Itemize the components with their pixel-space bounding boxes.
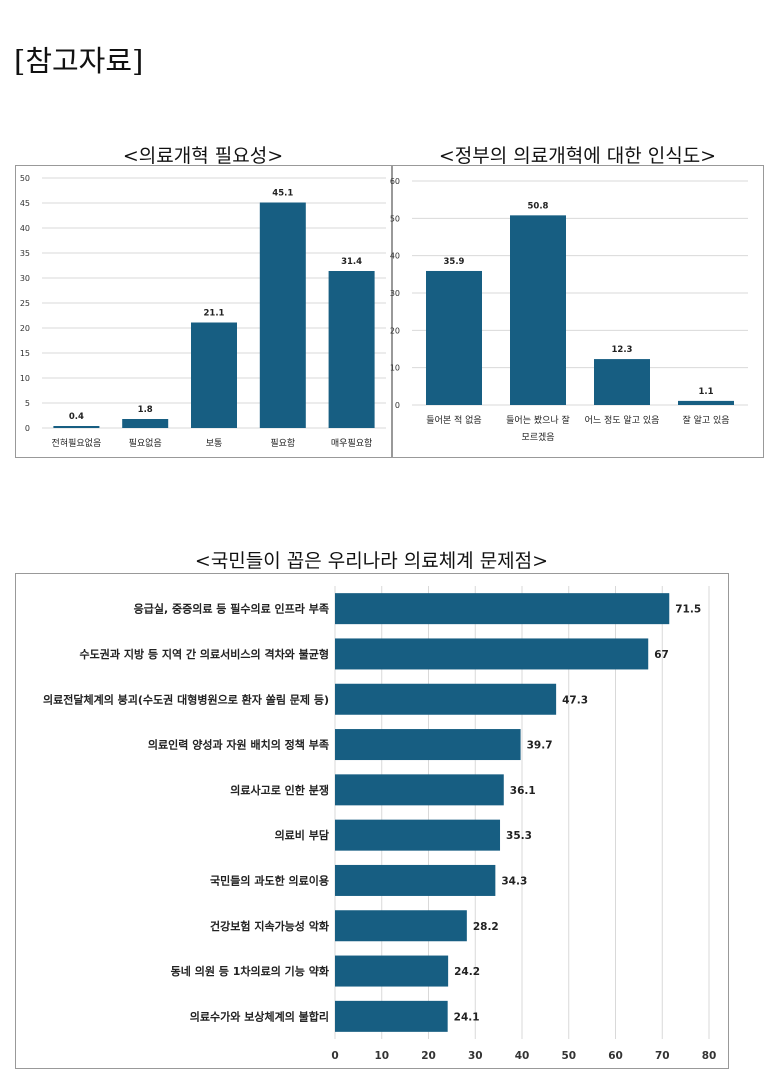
data-label: 71.5 <box>675 604 701 616</box>
data-label: 67 <box>654 649 669 661</box>
x-category-label: 전혀필요없음 <box>52 437 102 449</box>
x-category-label: 어느 정도 알고 있음 <box>585 414 660 426</box>
y-tick-label: 15 <box>20 349 30 358</box>
bar <box>335 1000 448 1032</box>
y-tick-label: 50 <box>390 214 400 223</box>
y-tick-label: 10 <box>390 364 400 373</box>
x-category-label: 매우필요함 <box>331 437 372 449</box>
y-category-label: 국민들의 과도한 의료이용 <box>210 873 329 887</box>
bar <box>335 729 521 761</box>
bar <box>594 359 650 405</box>
y-tick-label: 0 <box>25 424 30 433</box>
data-label: 39.7 <box>527 740 553 752</box>
bar <box>335 683 557 715</box>
data-label: 50.8 <box>528 201 549 211</box>
data-label: 24.1 <box>454 1011 480 1023</box>
y-tick-label: 10 <box>20 374 30 383</box>
y-tick-label: 30 <box>390 289 400 298</box>
data-label: 24.2 <box>454 966 480 978</box>
x-tick-label: 10 <box>374 1050 389 1062</box>
y-tick-label: 35 <box>20 249 30 258</box>
x-category-label: 들어는 봤으나 잘 <box>506 414 570 426</box>
chart3-frame <box>15 573 729 1069</box>
data-label: 28.2 <box>473 921 499 933</box>
bar <box>328 271 375 428</box>
y-tick-label: 0 <box>395 401 400 410</box>
y-category-label: 의료사고로 인한 분쟁 <box>230 783 329 797</box>
y-category-label: 동네 의원 등 1차의료의 기능 약화 <box>171 964 329 978</box>
x-category-label: 들어본 적 없음 <box>426 414 481 426</box>
y-category-label: 건강보험 지속가능성 악화 <box>210 919 329 933</box>
x-category-label: 잘 알고 있음 <box>682 414 729 426</box>
y-tick-label: 25 <box>20 299 30 308</box>
data-label: 45.1 <box>272 189 293 199</box>
bar <box>335 864 496 896</box>
x-tick-label: 80 <box>702 1050 717 1062</box>
x-category-label: 모르겠음 <box>521 432 554 443</box>
x-tick-label: 50 <box>561 1050 576 1062</box>
data-label: 1.1 <box>698 387 713 397</box>
data-label: 31.4 <box>341 257 362 267</box>
data-label: 21.1 <box>204 309 225 319</box>
chart2-frame <box>392 165 764 458</box>
x-category-label: 필요함 <box>270 437 295 449</box>
data-label: 12.3 <box>612 345 633 355</box>
bar <box>335 593 670 625</box>
y-category-label: 응급실, 중증의료 등 필수의료 인프라 부족 <box>134 602 329 616</box>
data-label: 0.4 <box>69 412 84 422</box>
bar <box>122 419 169 428</box>
bar <box>678 400 734 405</box>
bar <box>259 202 306 428</box>
x-tick-label: 40 <box>515 1050 530 1062</box>
x-tick-label: 20 <box>421 1050 436 1062</box>
bar <box>426 270 482 405</box>
bar <box>335 638 649 670</box>
y-category-label: 의료비 부담 <box>275 828 329 842</box>
x-category-label: 보통 <box>206 438 223 449</box>
data-label: 1.8 <box>138 405 153 415</box>
y-category-label: 의료수가와 보상체계의 불합리 <box>190 1009 329 1023</box>
chart1-frame <box>15 165 392 458</box>
y-category-label: 의료인력 양성과 자원 배치의 정책 부족 <box>148 738 329 752</box>
y-tick-label: 60 <box>390 177 400 186</box>
y-tick-label: 20 <box>20 324 30 333</box>
data-label: 36.1 <box>510 785 536 797</box>
x-tick-label: 60 <box>608 1050 623 1062</box>
chart2-title: <정부의 의료개혁에 대한 인식도> <box>438 145 717 167</box>
y-tick-label: 50 <box>20 174 30 183</box>
data-label: 35.9 <box>444 257 465 267</box>
bar <box>53 426 100 428</box>
data-label: 47.3 <box>562 694 588 706</box>
chart3-title: <국민들이 꼽은 우리나라 의료체계 문제점> <box>194 550 549 572</box>
y-tick-label: 30 <box>20 274 30 283</box>
bar <box>191 322 237 428</box>
x-tick-label: 0 <box>331 1050 338 1062</box>
y-category-label: 의료전달체계의 붕괴(수도권 대형병원으로 환자 쏠림 문제 등) <box>43 692 329 706</box>
y-category-label: 수도권과 지방 등 지역 간 의료서비스의 격차와 불균형 <box>80 647 329 661</box>
y-tick-label: 45 <box>20 199 30 208</box>
bar <box>335 955 449 987</box>
y-tick-label: 5 <box>25 399 30 408</box>
y-tick-label: 40 <box>20 224 30 233</box>
x-tick-label: 70 <box>655 1050 670 1062</box>
x-tick-label: 30 <box>468 1050 483 1062</box>
bar <box>510 215 566 405</box>
chart1-title: <의료개혁 필요성> <box>122 145 284 167</box>
y-tick-label: 40 <box>390 252 400 261</box>
bar <box>335 910 467 942</box>
x-category-label: 필요없음 <box>129 437 162 449</box>
bar <box>335 819 501 851</box>
bar <box>335 774 504 806</box>
data-label: 34.3 <box>501 875 527 887</box>
data-label: 35.3 <box>506 830 532 842</box>
page-title: [참고자료] <box>14 44 144 78</box>
y-tick-label: 20 <box>390 326 400 335</box>
